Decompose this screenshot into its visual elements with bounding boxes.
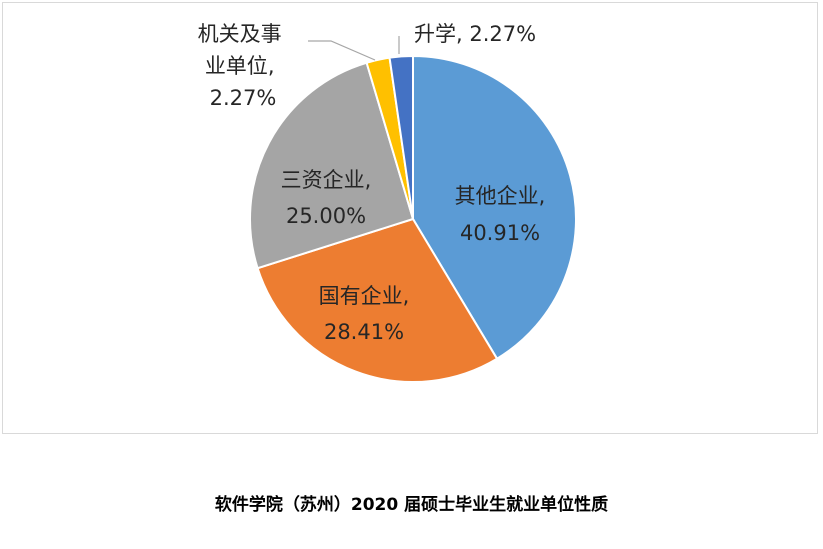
pie-slice-4	[388, 54, 414, 220]
label-comma: ,	[268, 54, 275, 78]
slice-name-government-line1: 机关及事	[198, 22, 282, 46]
slice-name-government-line2: 业单位	[205, 54, 268, 78]
data-label-other-enterprise: 其他企业,	[455, 184, 546, 208]
data-value-government: 2.27%	[210, 86, 277, 110]
slice-name-further-study: 升学	[414, 22, 456, 46]
pie-slice-2	[249, 61, 415, 270]
slice-name-state-owned: 国有企业	[319, 284, 403, 308]
chart-area: 其他企业, 40.91% 国有企业, 28.41% 三资企业, 25.00% 机…	[2, 2, 818, 434]
data-label-further-study: 升学, 2.27%	[414, 22, 536, 46]
label-comma: ,	[539, 184, 546, 208]
data-value-foreign-invested: 25.00%	[286, 204, 366, 228]
pie-chart: 其他企业, 40.91% 国有企业, 28.41% 三资企业, 25.00% 机…	[198, 22, 577, 383]
pie-slices	[249, 54, 577, 383]
data-value-further-study: 2.27%	[469, 22, 536, 46]
label-comma: ,	[403, 284, 410, 308]
slice-name-other-enterprise: 其他企业	[455, 184, 539, 208]
data-label-foreign-invested: 三资企业,	[281, 168, 372, 192]
leader-lines	[308, 36, 400, 61]
data-label-government: 机关及事 业单位, 2.27%	[198, 22, 289, 110]
pie-slice-1	[256, 217, 499, 383]
data-label-state-owned: 国有企业,	[319, 284, 410, 308]
label-comma: ,	[365, 168, 372, 192]
chart-caption: 软件学院（苏州）2020 届硕士毕业生就业单位性质	[214, 495, 609, 515]
slice-name-foreign-invested: 三资企业	[281, 168, 365, 192]
data-value-other-enterprise: 40.91%	[460, 221, 540, 245]
data-labels: 其他企业, 40.91% 国有企业, 28.41% 三资企业, 25.00% 机…	[198, 22, 546, 344]
leader-line-gov	[308, 40, 376, 61]
data-value-state-owned: 28.41%	[324, 320, 404, 344]
pie-slice-0	[412, 54, 577, 361]
label-comma-space: ,	[456, 22, 469, 46]
